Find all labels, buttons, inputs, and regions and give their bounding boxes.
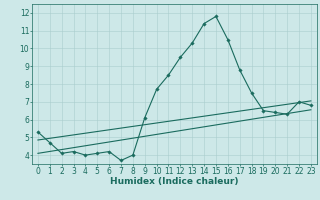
X-axis label: Humidex (Indice chaleur): Humidex (Indice chaleur) [110,177,239,186]
